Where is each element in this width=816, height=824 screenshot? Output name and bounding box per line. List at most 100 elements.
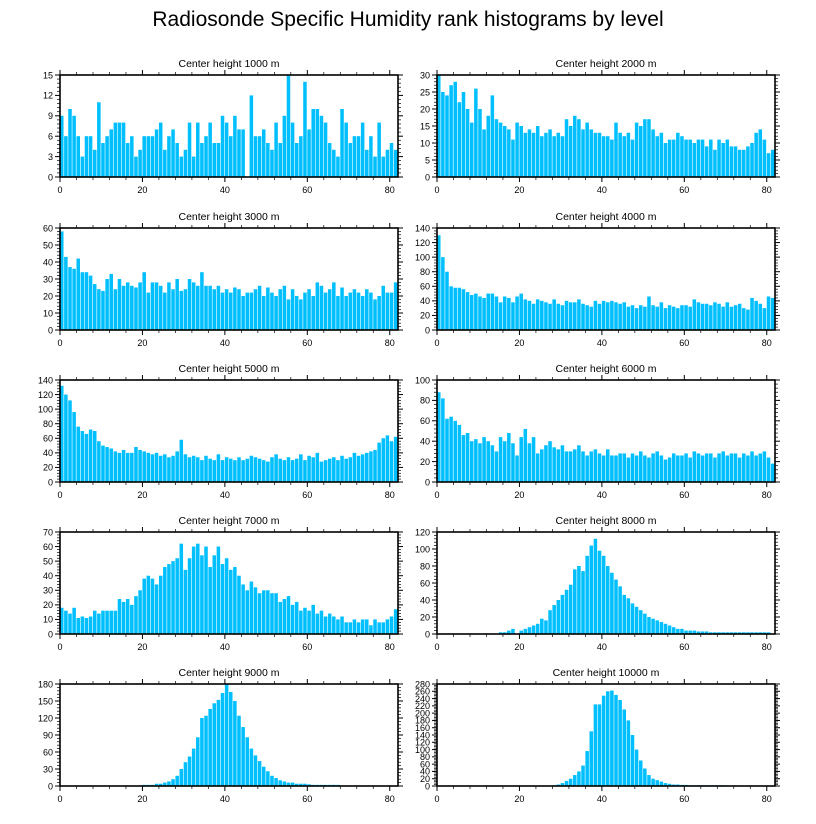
histogram-bar [171,455,175,482]
histogram-bar [766,632,771,634]
histogram-bar [750,297,754,330]
histogram-bar [717,303,721,330]
histogram-bar [630,735,635,786]
histogram-bar [274,778,278,786]
histogram-bar [187,457,192,482]
histogram-bar [531,437,536,482]
histogram-bar [622,136,627,177]
histogram-bar [717,453,721,482]
histogram-bar [737,632,742,634]
histogram-bar [113,122,118,177]
histogram-bar [381,622,386,634]
histogram-bar [721,451,725,482]
histogram-bar [622,302,627,330]
histogram-bar [142,272,146,330]
histogram-bar [290,782,295,786]
histogram-bar [204,455,208,482]
histogram-bar [593,704,598,786]
histogram-bar [696,302,701,330]
histogram-bar [556,132,561,177]
histogram-bar [315,452,320,482]
histogram-bar [568,126,573,177]
histogram-bar [457,424,462,482]
histogram-bar [323,122,328,177]
histogram-bar [733,146,738,177]
histogram-bar [365,452,369,482]
histogram-bar [134,287,138,330]
histogram-bar [191,546,196,634]
histogram-bar [241,296,245,330]
histogram-bar [713,149,717,177]
histogram-bar [327,289,332,330]
histogram-bar [72,412,76,482]
x-tick-label: 0 [57,338,62,348]
histogram-bar [299,299,303,330]
histogram-bar [709,305,713,330]
y-tick-label: 200 [415,708,430,718]
histogram-bar [241,460,245,482]
histogram-bar [76,136,81,177]
histogram-bar [564,119,569,177]
histogram-bar [117,599,122,634]
histogram-bar [527,627,532,634]
histogram-bar [713,632,717,634]
y-tick-label: 20 [43,600,53,610]
y-tick-label: 0 [48,325,53,335]
histogram-bar [294,783,299,786]
histogram-bar [540,449,544,482]
y-tick-label: 15 [420,121,430,131]
histogram-bar [393,282,398,330]
panel-title: Center height 10000 m [553,667,660,679]
histogram-bar [257,136,262,177]
histogram-bar [121,449,126,482]
histogram-bar [663,308,668,330]
y-tick-label: 40 [420,595,430,605]
histogram-bar [344,296,348,330]
histogram-bar [511,302,515,330]
histogram-bar [737,457,742,482]
histogram-bar [754,300,758,330]
histogram-bar [589,731,594,786]
y-tick-label: 0 [425,325,430,335]
histogram-bar [253,587,258,634]
y-tick-label: 10 [420,138,430,148]
histogram-bar [323,460,328,482]
x-tick-label: 40 [597,185,607,195]
histogram-bar [282,115,287,177]
histogram-bar [531,303,536,330]
y-tick-label: 20 [420,457,430,467]
histogram-bar [597,453,602,482]
y-tick-label: 40 [420,437,430,447]
histogram-bar [257,593,262,634]
histogram-bar [676,628,680,634]
histogram-bar [290,289,295,330]
histogram-bar [187,756,192,786]
histogram-bar [552,605,556,634]
histogram-bar [490,445,495,482]
histogram-bar [208,458,212,482]
y-tick-label: 120 [415,238,430,248]
histogram-bar [618,586,622,634]
histogram-bar [191,282,196,330]
histogram-bar [84,272,89,330]
histogram-bar [163,566,167,634]
histogram-bar [704,303,709,330]
y-tick-label: 60 [420,759,430,769]
y-tick-label: 30 [43,586,53,596]
histogram-bar [762,451,767,482]
histogram-bar [261,129,266,177]
histogram-bar [498,437,503,482]
x-tick-label: 0 [57,794,62,804]
histogram-bar [101,610,105,634]
histogram-bar [593,449,598,482]
histogram-bar [138,449,142,482]
histogram-bar [585,751,589,786]
y-tick-label: 100 [415,544,430,554]
histogram-bar [659,302,664,330]
histogram-bar [373,156,377,177]
histogram-bar [286,782,291,786]
histogram-bar [610,300,614,330]
histogram-bar [647,119,651,177]
histogram-bar [568,584,573,634]
histogram-bar [643,768,647,786]
